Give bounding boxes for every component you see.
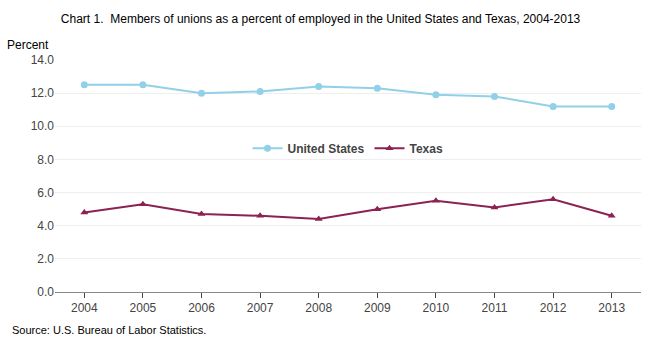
svg-text:2.0: 2.0 [37,252,54,266]
svg-text:2010: 2010 [423,301,450,315]
svg-text:14.0: 14.0 [31,53,55,67]
svg-text:Percent: Percent [7,38,49,52]
svg-text:Chart 1. Members of unions as: Chart 1. Members of unions as a percent … [61,12,581,26]
svg-text:2013: 2013 [598,301,625,315]
svg-text:2005: 2005 [130,301,157,315]
svg-text:4.0: 4.0 [37,219,54,233]
svg-text:2006: 2006 [188,301,215,315]
svg-text:Texas: Texas [410,142,443,156]
svg-text:12.0: 12.0 [31,86,55,100]
svg-text:2007: 2007 [247,301,274,315]
svg-text:United States: United States [288,142,365,156]
svg-text:Source: U.S. Bureau of Labor S: Source: U.S. Bureau of Labor Statistics. [12,324,206,336]
svg-text:8.0: 8.0 [37,153,54,167]
svg-text:0.0: 0.0 [37,285,54,299]
svg-text:2004: 2004 [71,301,98,315]
svg-text:2009: 2009 [364,301,391,315]
svg-text:2011: 2011 [482,301,508,315]
svg-text:2012: 2012 [540,301,567,315]
svg-text:6.0: 6.0 [37,186,54,200]
svg-text:2008: 2008 [305,301,332,315]
svg-text:10.0: 10.0 [31,119,55,133]
